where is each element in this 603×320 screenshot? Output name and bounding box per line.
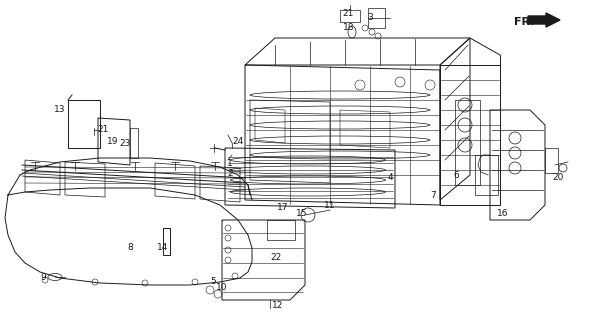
- Text: 16: 16: [497, 209, 509, 218]
- Text: 5: 5: [210, 277, 216, 286]
- Text: 15: 15: [296, 209, 308, 218]
- Text: 18: 18: [343, 23, 355, 33]
- Text: 11: 11: [324, 201, 336, 210]
- Text: 19: 19: [107, 138, 119, 147]
- Text: 3: 3: [367, 13, 373, 22]
- Text: 24: 24: [232, 137, 244, 146]
- Text: 14: 14: [157, 244, 169, 252]
- Text: 4: 4: [387, 173, 393, 182]
- Text: 6: 6: [453, 171, 459, 180]
- Text: 23: 23: [119, 139, 131, 148]
- Text: 2: 2: [227, 169, 233, 178]
- Text: 9: 9: [40, 274, 46, 283]
- Text: 7: 7: [430, 191, 436, 201]
- Text: 22: 22: [270, 253, 282, 262]
- Text: FR.: FR.: [514, 17, 534, 27]
- Text: 21: 21: [343, 9, 354, 18]
- Text: 10: 10: [216, 284, 228, 292]
- Text: 8: 8: [127, 243, 133, 252]
- Text: 20: 20: [552, 173, 564, 182]
- Text: 17: 17: [277, 204, 289, 212]
- Text: 13: 13: [54, 106, 66, 115]
- Text: 21: 21: [97, 125, 109, 134]
- FancyArrow shape: [528, 13, 560, 27]
- Text: 1: 1: [227, 158, 233, 167]
- Text: 12: 12: [273, 300, 283, 309]
